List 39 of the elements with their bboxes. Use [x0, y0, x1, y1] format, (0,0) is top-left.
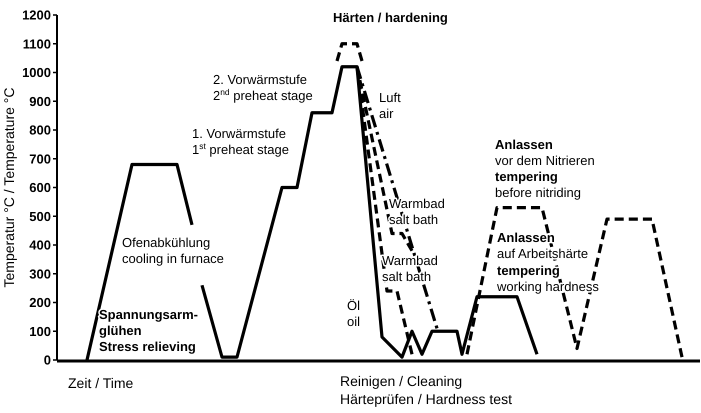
annotation: tempering — [495, 169, 558, 184]
annotation: 1$^{st}$ preheat stage — [192, 141, 289, 157]
annotation: Ofenabkühlung — [122, 235, 210, 250]
y-tick-label: 900 — [29, 94, 51, 109]
y-tick-label: 200 — [29, 295, 51, 310]
annotation: Luft — [379, 90, 402, 105]
annotation: Warmbad — [382, 253, 438, 268]
annotation: oil — [347, 314, 360, 329]
annotation: vor dem Nitrieren — [495, 153, 595, 168]
annotation: before nitriding — [495, 185, 581, 200]
y-tick-label: 600 — [29, 180, 51, 196]
annotation: Warmbad — [389, 196, 445, 211]
y-tick-label: 1000 — [22, 65, 51, 80]
x-axis-title: Zeit / Time — [68, 375, 134, 391]
annotation: Stress relieving — [99, 339, 196, 354]
annotation: air — [379, 106, 394, 121]
annotation: auf Arbeitshärte — [497, 246, 588, 261]
y-tick-label: 500 — [29, 208, 51, 224]
text: Härteprüfen / Hardness test — [340, 391, 512, 407]
annotation: Spannungsarm- — [99, 307, 198, 322]
annotation: glühen — [99, 323, 142, 338]
y-tick-label: 0 — [44, 352, 51, 368]
text: Reinigen / Cleaning — [340, 373, 462, 389]
y-tick-label: 100 — [29, 324, 51, 339]
y-tick-label: 400 — [29, 238, 51, 253]
annotation: Anlassen — [495, 137, 553, 152]
annotation: Anlassen — [497, 230, 555, 245]
annotation: 2. Vorwärmstufe — [213, 72, 307, 87]
y-tick-label: 1100 — [22, 36, 51, 52]
y-axis-title: Temperatur °C / Temperature °C — [1, 87, 17, 288]
y-tick-label: 700 — [29, 151, 51, 166]
annotation: Härten / hardening — [333, 10, 448, 25]
annotation: 2$^{nd}$ preheat stage — [213, 87, 313, 103]
annotation: 1. Vorwärmstufe — [192, 126, 286, 141]
y-tick-label: 1200 — [22, 8, 51, 23]
y-tick-label: 800 — [29, 122, 51, 138]
y-tick-label: 300 — [29, 266, 51, 282]
annotation: cooling in furnace — [122, 251, 224, 266]
annotation: Öl — [347, 298, 360, 313]
